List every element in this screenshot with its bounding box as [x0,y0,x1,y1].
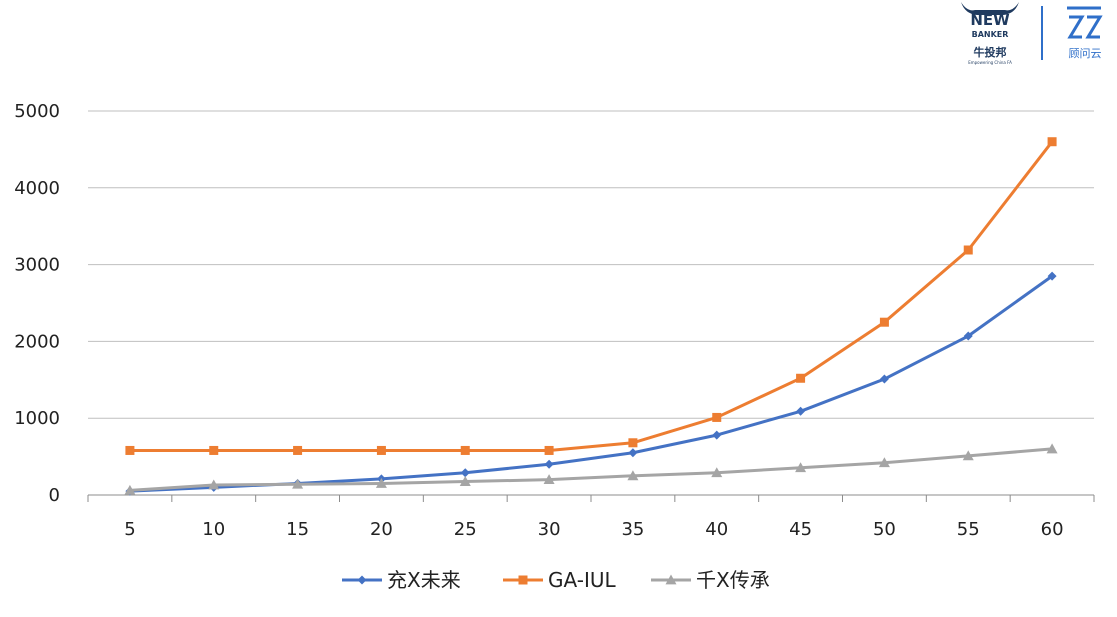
legend: 充X未来 GA-IUL 千X传承 [342,568,770,592]
data-point [962,450,974,461]
y-tick-label: 2000 [14,331,60,352]
series-2 [124,443,1058,495]
series-line [129,140,1054,452]
cloud-logo: 顾问云 [1067,6,1103,60]
x-tick-label: 20 [370,519,393,540]
data-point [208,479,220,490]
data-point [1046,443,1058,454]
data-point [1047,271,1057,281]
x-tick-label: 35 [621,519,644,540]
data-point [543,474,555,485]
data-point [124,484,136,495]
data-point [376,445,386,455]
legend-marker [665,574,677,585]
y-tick-label: 4000 [14,178,60,199]
data-point [459,476,471,486]
y-tick-label: 3000 [14,255,60,276]
newbanker-line1: NEW [970,11,1010,29]
data-point [963,245,973,255]
logo-divider [1041,6,1043,60]
bull-horns-icon [961,2,1019,15]
cloud-cn: 顾问云 [1069,47,1102,60]
y-tick-label: 0 [49,485,60,506]
data-point [879,317,889,327]
x-tick-label: 30 [538,519,561,540]
newbanker-tagline: Empowering China FA [968,60,1012,65]
legend-label: 充X未来 [387,568,461,592]
data-point [209,445,219,455]
x-tick-label: 25 [454,519,477,540]
logo-svg: NEW BANKER 牛投邦 Empowering China FA 顾问云 [961,2,1103,65]
x-tick-label: 60 [1041,519,1064,540]
newbanker-line2: BANKER [972,30,1009,39]
series-layer [124,137,1058,496]
data-point [627,470,639,481]
legend-item: 千X传承 [651,568,770,592]
legend-label: 千X传承 [696,568,770,592]
series-line [129,447,1053,492]
data-point [460,445,470,455]
data-point [1047,137,1057,147]
x-axis: 5 10 15 20 25 30 35 40 45 50 55 60 [87,494,1095,540]
series-1 [125,137,1057,455]
y-tick-label: 5000 [14,101,60,122]
cloud-mark-icon [1067,6,1103,39]
data-point [125,445,135,455]
data-point [375,477,387,488]
data-point [712,430,722,440]
data-point [460,468,470,478]
data-point [879,374,889,384]
legend-item: 充X未来 [342,568,461,592]
legend-label: GA-IUL [548,568,616,592]
x-tick-label: 15 [286,519,309,540]
data-point [293,445,303,455]
data-point [292,478,304,489]
series-0 [125,271,1057,496]
y-tick-label: 1000 [14,408,60,429]
x-tick-label: 40 [705,519,728,540]
data-point [796,406,806,416]
legend-marker [357,575,367,585]
x-tick-label: 50 [873,519,896,540]
data-point [878,457,890,468]
newbanker-cn: 牛投邦 [974,45,1007,59]
data-point [712,412,722,422]
y-axis: 0 1000 2000 3000 4000 5000 [14,101,60,506]
x-tick-label: 55 [957,519,980,540]
data-point [628,448,638,458]
legend-marker [518,575,528,585]
legend-item: GA-IUL [503,568,616,592]
x-tick-label: 5 [124,519,135,540]
data-point [796,373,806,383]
data-point [711,467,723,478]
data-point [628,438,638,448]
x-tick-label: 10 [202,519,225,540]
data-point [544,459,554,469]
newbanker-logo: NEW BANKER 牛投邦 Empowering China FA [961,2,1019,65]
grid-lines [88,110,1094,419]
data-point [544,445,554,455]
x-tick-label: 45 [789,519,812,540]
data-point [963,331,973,341]
data-point [795,462,807,473]
